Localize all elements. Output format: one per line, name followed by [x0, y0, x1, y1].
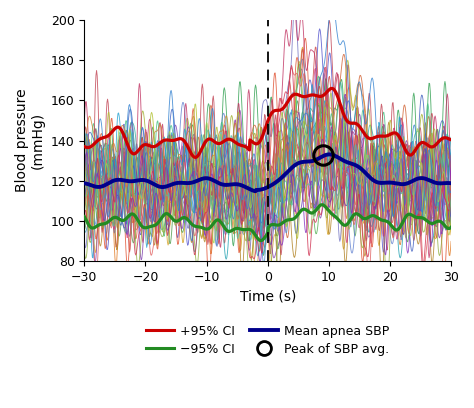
Legend: +95% CI, −95% CI, Mean apnea SBP, Peak of SBP avg.: +95% CI, −95% CI, Mean apnea SBP, Peak o…: [141, 320, 394, 361]
Y-axis label: Blood pressure
(mmHg): Blood pressure (mmHg): [15, 89, 45, 192]
X-axis label: Time (s): Time (s): [239, 289, 296, 303]
